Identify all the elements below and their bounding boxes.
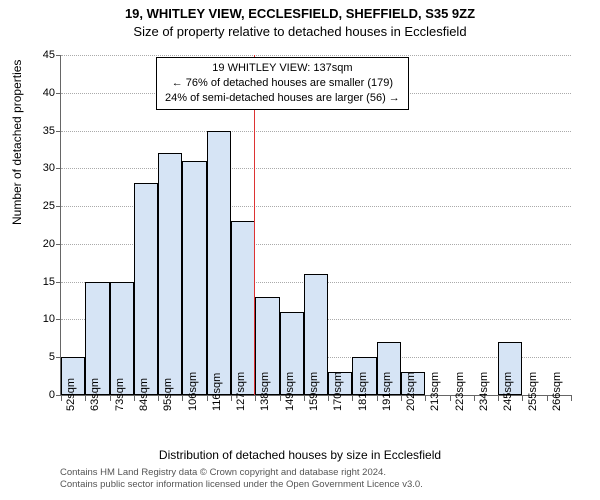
xtick-mark <box>255 395 256 401</box>
footer-line2: Contains public sector information licen… <box>60 479 423 491</box>
histogram-bar <box>134 183 158 395</box>
ytick-mark <box>56 55 61 56</box>
xtick-mark <box>450 395 451 401</box>
xtick-mark <box>158 395 159 401</box>
ytick-mark <box>56 319 61 320</box>
ytick-label: 40 <box>25 87 55 99</box>
xtick-mark <box>134 395 135 401</box>
xtick-mark <box>110 395 111 401</box>
ytick-mark <box>56 282 61 283</box>
ytick-label: 15 <box>25 276 55 288</box>
footer-line1: Contains HM Land Registry data © Crown c… <box>60 467 423 479</box>
ytick-label: 5 <box>25 351 55 363</box>
chart-container: { "title_line1": "19, WHITLEY VIEW, ECCL… <box>0 0 600 500</box>
xtick-mark <box>61 395 62 401</box>
xtick-mark <box>425 395 426 401</box>
ytick-mark <box>56 93 61 94</box>
chart-title-address: 19, WHITLEY VIEW, ECCLESFIELD, SHEFFIELD… <box>0 6 600 21</box>
xtick-mark <box>401 395 402 401</box>
xtick-mark <box>328 395 329 401</box>
gridline <box>61 168 571 169</box>
plot-area: 05101520253035404552sqm63sqm73sqm84sqm95… <box>60 55 570 395</box>
ytick-label: 35 <box>25 125 55 137</box>
plot-inner: 05101520253035404552sqm63sqm73sqm84sqm95… <box>60 55 571 396</box>
ytick-mark <box>56 244 61 245</box>
ytick-label: 20 <box>25 238 55 250</box>
gridline <box>61 55 571 56</box>
xtick-mark <box>547 395 548 401</box>
histogram-bar <box>207 131 231 395</box>
xtick-mark <box>522 395 523 401</box>
xtick-mark <box>571 395 572 401</box>
xtick-mark <box>304 395 305 401</box>
chart-subtitle: Size of property relative to detached ho… <box>0 24 600 39</box>
ytick-mark <box>56 131 61 132</box>
xtick-mark <box>85 395 86 401</box>
gridline <box>61 131 571 132</box>
histogram-bar <box>182 161 206 395</box>
xtick-mark <box>207 395 208 401</box>
xtick-mark <box>352 395 353 401</box>
annotation-line1: 19 WHITLEY VIEW: 137sqm <box>165 61 400 76</box>
y-axis-label: Number of detached properties <box>10 60 24 225</box>
footer-attribution: Contains HM Land Registry data © Crown c… <box>60 467 423 492</box>
annotation-line3: 24% of semi-detached houses are larger (… <box>165 91 400 106</box>
xtick-mark <box>280 395 281 401</box>
ytick-label: 30 <box>25 162 55 174</box>
annotation-box: 19 WHITLEY VIEW: 137sqm← 76% of detached… <box>156 57 409 110</box>
xtick-mark <box>498 395 499 401</box>
annotation-line2: ← 76% of detached houses are smaller (17… <box>165 76 400 91</box>
ytick-label: 0 <box>25 389 55 401</box>
histogram-bar <box>231 221 255 395</box>
ytick-label: 10 <box>25 313 55 325</box>
xtick-mark <box>377 395 378 401</box>
ytick-mark <box>56 206 61 207</box>
x-axis-label: Distribution of detached houses by size … <box>0 448 600 462</box>
ytick-label: 25 <box>25 200 55 212</box>
ytick-mark <box>56 168 61 169</box>
xtick-mark <box>231 395 232 401</box>
xtick-mark <box>182 395 183 401</box>
histogram-bar <box>158 153 182 395</box>
ytick-label: 45 <box>25 49 55 61</box>
xtick-mark <box>474 395 475 401</box>
